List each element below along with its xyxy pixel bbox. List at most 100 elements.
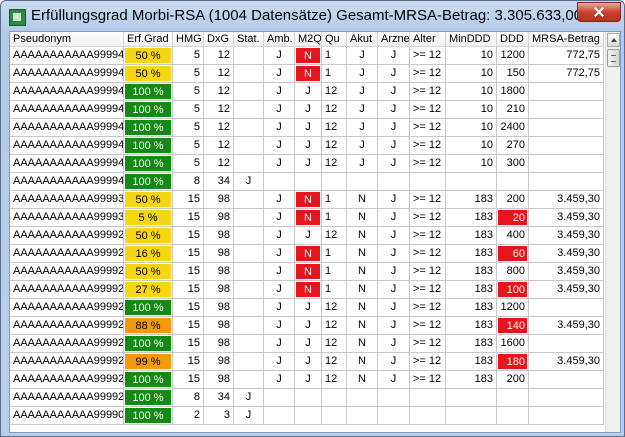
scroll-thumb[interactable] (607, 49, 620, 67)
column-header[interactable]: Erf.Grad (124, 32, 173, 47)
cell: J (264, 83, 295, 101)
cell: J (378, 83, 410, 101)
cell (234, 209, 264, 227)
cell: AAAAAAAAAAA999920 (10, 389, 124, 407)
cell: 183 (446, 263, 497, 281)
cell: 1 (322, 209, 347, 227)
cell: 772,75 (529, 65, 604, 83)
cell: J (295, 317, 322, 335)
cell-text: 100 % (132, 302, 164, 314)
cell: AAAAAAAAAAA999928 (10, 245, 124, 263)
column-header[interactable]: DDD (497, 32, 529, 47)
cell (234, 353, 264, 371)
cell: 12 (322, 371, 347, 389)
column-header[interactable]: HMG (173, 32, 204, 47)
cell (529, 101, 604, 119)
cell: N (347, 335, 378, 353)
cell (234, 371, 264, 389)
cell-text: 100 % (132, 410, 164, 422)
cell (347, 173, 378, 191)
cell: 100 (497, 281, 529, 299)
close-button[interactable] (577, 2, 621, 22)
column-header[interactable]: Pseudonym (10, 32, 124, 47)
cell: 10 (446, 137, 497, 155)
cell: 183 (446, 245, 497, 263)
column-header[interactable]: Arznei (378, 32, 410, 47)
column-header[interactable]: MinDDD (446, 32, 497, 47)
cell: 400 (497, 227, 529, 245)
cell-highlight: N (296, 246, 320, 261)
cell: 100 % (124, 119, 173, 137)
scroll-up-button[interactable] (607, 33, 620, 47)
cell (410, 173, 446, 191)
column-header[interactable]: Qu (322, 32, 347, 47)
cell: J (295, 137, 322, 155)
column-header[interactable]: Stat. (234, 32, 264, 47)
cell: 1 (322, 191, 347, 209)
cell: AAAAAAAAAAA999930 (10, 209, 124, 227)
cell: 15 (173, 191, 204, 209)
column-header[interactable]: Amb. (264, 32, 295, 47)
column-header[interactable]: M2Q (295, 32, 322, 47)
cell-text: 100 % (132, 104, 164, 116)
cell: N (295, 263, 322, 281)
cell: 100 % (124, 137, 173, 155)
cell-highlight: N (296, 210, 320, 225)
scrollbar[interactable] (605, 32, 620, 432)
column-header[interactable]: DxG (204, 32, 234, 47)
cell: 50 % (124, 227, 173, 245)
cell: 60 (497, 245, 529, 263)
cell (234, 317, 264, 335)
cell: 34 (204, 389, 234, 407)
cell: 12 (204, 119, 234, 137)
cell: 10 (446, 119, 497, 137)
cell: J (378, 119, 410, 137)
cell: 150 (497, 65, 529, 83)
cell: 5 (173, 137, 204, 155)
cell: N (347, 191, 378, 209)
cell: 12 (322, 119, 347, 137)
cell-text: 50 % (135, 50, 161, 62)
cell: J (264, 101, 295, 119)
cell: AAAAAAAAAAA999900 (10, 407, 124, 425)
cell-text: 100 % (132, 158, 164, 170)
cell (529, 389, 604, 407)
column-header[interactable]: Alter (410, 32, 446, 47)
cell-highlight: 100 % (125, 84, 171, 99)
cell: 1800 (497, 83, 529, 101)
cell-highlight: 100 % (125, 102, 171, 117)
cell (295, 407, 322, 425)
cell: J (295, 227, 322, 245)
cell: >= 12 (410, 65, 446, 83)
cell-text: N (304, 194, 312, 206)
cell: 12 (204, 83, 234, 101)
cell: AAAAAAAAAAA999921 (10, 371, 124, 389)
cell-highlight: 140 (498, 318, 527, 333)
cell-text: 60 (512, 248, 525, 260)
cell-highlight: N (296, 192, 320, 207)
cell-text: 100 % (132, 338, 164, 350)
cell: J (378, 281, 410, 299)
cell: 270 (497, 137, 529, 155)
cell: 100 % (124, 173, 173, 191)
cell: J (295, 335, 322, 353)
cell: 100 % (124, 299, 173, 317)
cell-highlight: 88 % (125, 318, 171, 333)
cell-highlight: N (296, 282, 320, 297)
column-header[interactable]: Akut (347, 32, 378, 47)
cell: 100 % (124, 335, 173, 353)
cell-highlight: 100 % (125, 390, 171, 405)
column-header[interactable]: MRSA-Betrag (529, 32, 604, 47)
cell: 15 (173, 371, 204, 389)
cell (264, 173, 295, 191)
cell (529, 173, 604, 191)
cell-text: 50 % (135, 230, 161, 242)
cell: N (347, 317, 378, 335)
cell-highlight: 5 % (125, 210, 171, 225)
cell: 2400 (497, 119, 529, 137)
cell: 50 % (124, 65, 173, 83)
cell: 140 (497, 317, 529, 335)
cell: J (378, 209, 410, 227)
cell (234, 299, 264, 317)
